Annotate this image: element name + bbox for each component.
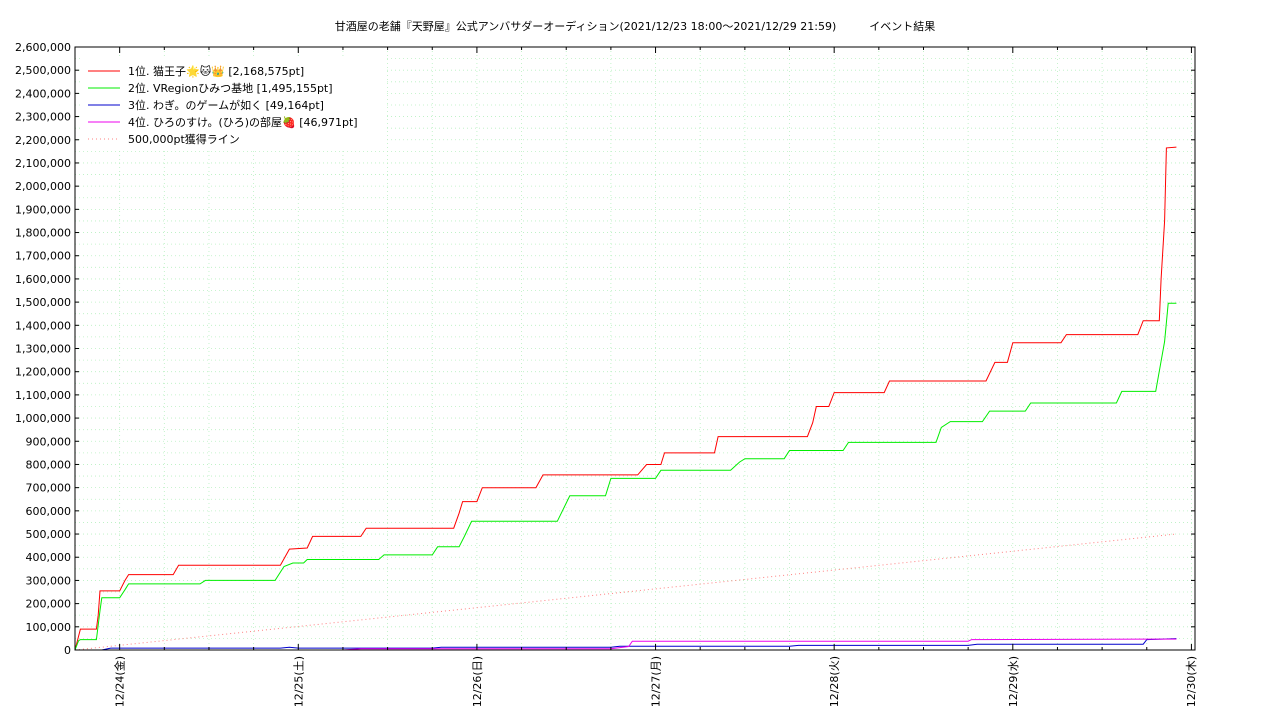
axis-layer: 0 100,000 200,000 300,000 400,000 500,000 600,… [15, 41, 1198, 707]
y-tick-label: 200,000 [26, 598, 72, 611]
y-tick-label: 0 [64, 644, 71, 657]
y-tick-label: 1,100,000 [15, 389, 71, 402]
y-tick-label: 1,900,000 [15, 203, 71, 216]
y-tick-label: 500,000 [26, 528, 72, 541]
legend-label: 3位. わぎ。のゲームが如く [49,164pt] [128, 98, 324, 112]
x-tick-label: 12/30(木) [1185, 656, 1198, 707]
y-tick-label: 2,000,000 [15, 180, 71, 193]
y-tick-label: 2,500,000 [15, 64, 71, 77]
series-line-3 [75, 638, 1177, 651]
y-tick-label: 1,600,000 [15, 273, 71, 286]
series-line-2 [74, 302, 1177, 651]
y-tick-label: 100,000 [26, 621, 72, 634]
series-layer [74, 146, 1177, 651]
series-line-5 [74, 533, 1177, 651]
y-tick-label: 2,400,000 [15, 87, 71, 100]
chart-title: 甘酒屋の老舗『天野屋』公式アンバサダーオーディション(2021/12/23 18… [335, 19, 936, 33]
y-tick-label: 1,400,000 [15, 319, 71, 332]
y-tick-label: 2,300,000 [15, 111, 71, 124]
y-tick-label: 1,300,000 [15, 343, 71, 356]
x-tick-label: 12/24(金) [113, 656, 127, 707]
legend: 1位. 猫王子🌟🐱👑 [2,168,575pt] 2位. VRegionひみつ基地… [80, 58, 385, 150]
x-tick-label: 12/28(火) [828, 656, 841, 707]
legend-label: 2位. VRegionひみつ基地 [1,495,155pt] [128, 81, 333, 95]
y-tick-label: 800,000 [26, 458, 72, 471]
y-tick-label: 2,100,000 [15, 157, 71, 170]
y-tick-label: 2,200,000 [15, 134, 71, 147]
series-line-1 [74, 146, 1177, 651]
x-tick-label: 12/27(月) [650, 656, 663, 707]
legend-label: 1位. 猫王子🌟🐱👑 [2,168,575pt] [128, 64, 304, 78]
y-tick-label: 2,600,000 [15, 41, 71, 54]
y-tick-label: 1,000,000 [15, 412, 71, 425]
y-tick-label: 1,200,000 [15, 366, 71, 379]
legend-label: 500,000pt獲得ライン [128, 133, 240, 146]
y-tick-label: 1,700,000 [15, 250, 71, 263]
y-tick-label: 600,000 [26, 505, 72, 518]
y-tick-label: 1,800,000 [15, 227, 71, 240]
reference-line-layer [74, 533, 1177, 651]
y-tick-label: 300,000 [26, 574, 72, 587]
legend-label: 4位. ひろのすけ。(ひろ)の部屋🍓 [46,971pt] [128, 115, 358, 129]
y-tick-label: 1,500,000 [15, 296, 71, 309]
x-tick-label: 12/26(日) [471, 656, 484, 707]
x-tick-label: 12/25(土) [292, 656, 305, 707]
legend-background [80, 58, 385, 150]
y-tick-label: 900,000 [26, 435, 72, 448]
x-tick-label: 12/29(水) [1007, 656, 1020, 707]
y-tick-label: 700,000 [26, 482, 72, 495]
y-tick-label: 400,000 [26, 551, 72, 564]
